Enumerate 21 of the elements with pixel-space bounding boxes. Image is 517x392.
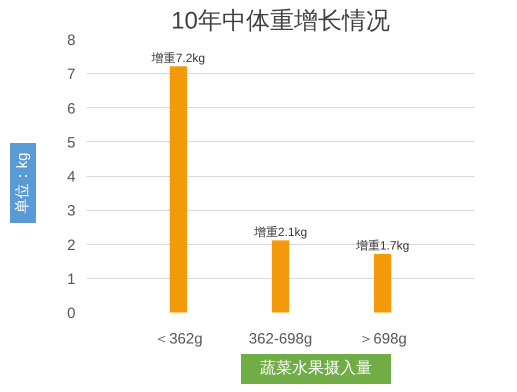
data-label: 增重1.7kg	[354, 238, 410, 252]
bar	[170, 66, 188, 312]
chart-title: 10年中体重增长情况	[171, 8, 390, 34]
bar	[374, 254, 392, 312]
y-tick-label: 8	[67, 32, 76, 49]
y-tick-label: 6	[67, 100, 76, 118]
y-tick-label: 2	[67, 236, 76, 254]
x-tick-label: 362-698g	[248, 330, 312, 348]
data-label: 增重2.1kg	[252, 224, 308, 239]
y-axis-title: 单位：kg	[13, 152, 32, 214]
y-tick-label: 0	[67, 305, 76, 322]
y-tick-label: 5	[67, 134, 76, 152]
x-tick-label: ＜362g	[154, 330, 203, 348]
y-tick-label: 7	[67, 66, 76, 84]
x-axis-title: 蔬菜水果摄入量	[260, 358, 372, 379]
data-label: 增重7.2kg	[150, 50, 206, 65]
y-tick-label: 3	[67, 202, 76, 220]
x-tick-label: ＞698g	[358, 330, 407, 348]
y-tick-label: 4	[67, 168, 76, 186]
bar	[272, 240, 290, 312]
y-tick-label: 1	[67, 270, 76, 288]
